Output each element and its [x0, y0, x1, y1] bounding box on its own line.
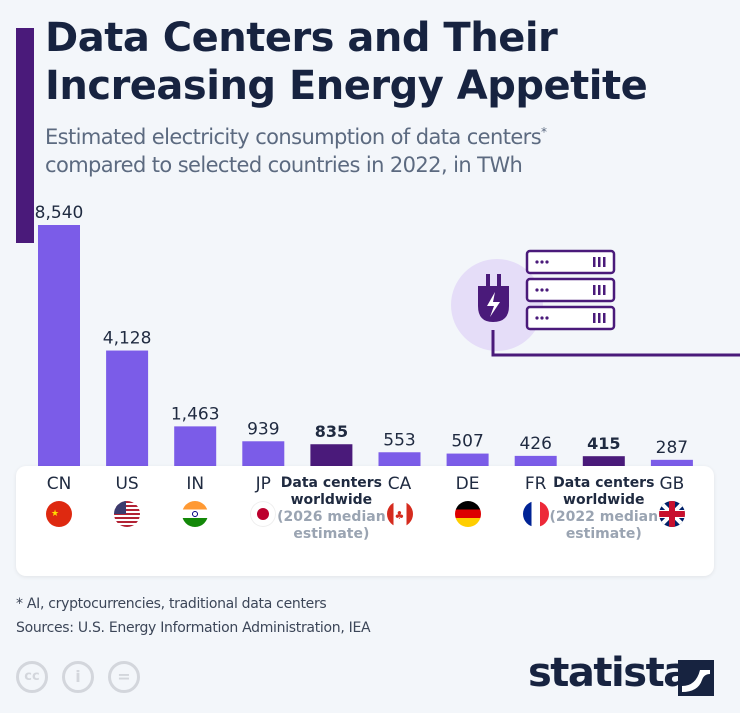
server-rack-icon: [525, 249, 616, 331]
japan-flag-icon: [250, 501, 277, 527]
canada-flag-icon: ♣: [386, 501, 413, 527]
category-note: (2022 median estimate): [549, 509, 659, 542]
statista-logo-mark: [678, 660, 714, 696]
category-label: CA ♣: [345, 475, 455, 527]
sources: Sources: U.S. Energy Information Adminis…: [16, 620, 371, 636]
bar: [310, 444, 353, 468]
category-label: Data centers worldwide (2022 median estim…: [549, 475, 659, 543]
no-derivatives-icon: =: [108, 661, 140, 693]
bar: [378, 452, 421, 468]
data-label: 1,463: [171, 404, 220, 424]
tick-label: GB: [659, 474, 685, 494]
uk-flag-icon: [658, 501, 685, 527]
tick-label: CN: [46, 474, 72, 494]
category-note: (2026 median estimate): [277, 509, 386, 542]
plug-icon: [478, 274, 509, 322]
data-label: 939: [247, 419, 279, 439]
chart-title: Data Centers and Their Increasing Energy …: [45, 14, 648, 110]
china-flag-icon: ★: [46, 501, 72, 527]
category-label: FR: [481, 475, 591, 527]
statista-logo: statista: [528, 650, 690, 696]
category-label: CN ★: [4, 475, 114, 527]
footnote: * AI, cryptocurrencies, traditional data…: [16, 596, 327, 612]
cable-line: [491, 330, 740, 357]
tick-label: US: [115, 474, 139, 494]
title-line-2: Increasing Energy Appetite: [45, 63, 648, 109]
tick-label: IN: [186, 474, 205, 494]
data-label: 287: [656, 438, 688, 458]
attribution-icon: i: [62, 661, 94, 693]
bar: [514, 455, 557, 468]
category-label: Data centers worldwide (2026 median estim…: [276, 475, 386, 543]
category-label: US: [72, 475, 182, 527]
subtitle-asterisk: *: [541, 125, 547, 139]
bar: [446, 453, 489, 468]
bar: [106, 350, 149, 468]
server-leds: [535, 257, 606, 323]
india-flag-icon: [182, 501, 209, 527]
chart-subtitle: Estimated electricity consumption of dat…: [45, 118, 547, 179]
title-line-1: Data Centers and Their: [45, 15, 558, 61]
data-center-illustration: [451, 249, 740, 357]
bar: [650, 459, 693, 468]
tick-label: JP: [255, 474, 271, 494]
data-label: 507: [451, 432, 483, 452]
bar: [242, 441, 285, 468]
data-label: 4,128: [103, 329, 152, 349]
data-label: 426: [519, 434, 551, 454]
category-label: DE: [413, 475, 523, 527]
cc-icon: cc: [16, 661, 48, 693]
tick-label: Data centers worldwide: [280, 475, 383, 508]
subtitle-line-1: Estimated electricity consumption of dat…: [45, 125, 542, 149]
tick-label: Data centers worldwide: [553, 475, 655, 508]
title-accent-bar: [16, 28, 34, 243]
data-label: 553: [383, 430, 415, 450]
tick-label: CA: [387, 474, 412, 494]
data-label: 415: [587, 434, 620, 453]
category-label: IN: [140, 475, 250, 527]
subtitle-line-2: compared to selected countries in 2022, …: [45, 153, 523, 177]
category-label: GB: [617, 475, 727, 527]
bar: [38, 225, 80, 468]
bar: [174, 426, 217, 468]
tick-label: FR: [524, 474, 547, 494]
data-label: 8,540: [35, 203, 84, 223]
category-label: JP: [208, 475, 318, 527]
france-flag-icon: [522, 501, 549, 527]
germany-flag-icon: [454, 501, 481, 527]
data-label: 835: [315, 422, 348, 441]
tick-label: DE: [455, 474, 480, 494]
usa-flag-icon: [114, 501, 141, 527]
bar: [582, 456, 625, 468]
